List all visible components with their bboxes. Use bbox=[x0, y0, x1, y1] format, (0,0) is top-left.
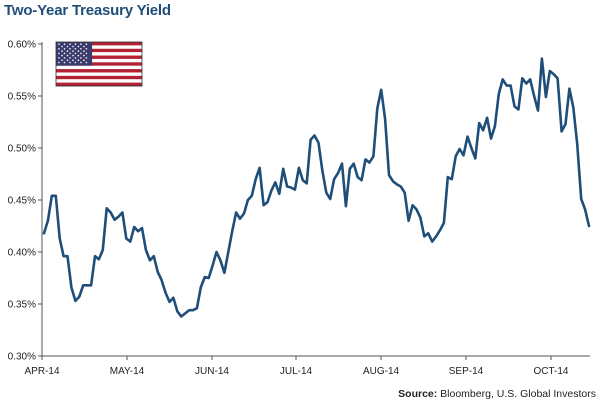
flag-star bbox=[83, 54, 85, 57]
flag-stripe bbox=[56, 82, 142, 87]
flag-star bbox=[63, 61, 66, 64]
flag-star bbox=[61, 50, 63, 52]
flag-stripe bbox=[56, 58, 142, 63]
y-tick-label: 0.45% bbox=[8, 196, 36, 207]
flag-star bbox=[74, 61, 77, 64]
flag-star bbox=[63, 43, 66, 45]
flag-star bbox=[69, 43, 71, 45]
us-flag-icon bbox=[55, 41, 143, 87]
x-tick-label: OCT-14 bbox=[533, 366, 568, 377]
flag-star bbox=[80, 48, 82, 50]
flag-star bbox=[69, 57, 71, 59]
flag-star bbox=[72, 54, 74, 57]
flag-star bbox=[83, 59, 85, 61]
flag-star bbox=[83, 45, 85, 48]
flag-star bbox=[85, 61, 88, 64]
chart-title: Two-Year Treasury Yield bbox=[4, 2, 171, 19]
flag-star bbox=[85, 48, 88, 50]
source-label: Source: bbox=[398, 388, 438, 400]
flag-star bbox=[61, 59, 63, 61]
y-tick-label: 0.35% bbox=[8, 300, 36, 311]
flag-star bbox=[74, 52, 77, 55]
flag-star bbox=[77, 45, 80, 48]
x-tick-label: JUN-14 bbox=[195, 366, 229, 377]
flag-stripe bbox=[56, 48, 142, 53]
flag-canton bbox=[56, 42, 93, 66]
flag-star bbox=[58, 57, 60, 59]
flag-star bbox=[66, 59, 69, 61]
flag-star bbox=[74, 48, 77, 50]
flag-star bbox=[85, 43, 88, 45]
y-tick-label: 0.30% bbox=[8, 352, 36, 363]
flag-stripe bbox=[56, 55, 142, 60]
flag-star bbox=[85, 52, 88, 55]
flag-star bbox=[80, 57, 82, 59]
flag-border bbox=[55, 41, 143, 87]
flag-star bbox=[72, 50, 74, 52]
flag-star bbox=[74, 43, 77, 45]
y-tick-label: 0.40% bbox=[8, 248, 36, 259]
flag-star bbox=[58, 43, 60, 45]
flag-star bbox=[77, 54, 80, 57]
flag-star bbox=[61, 45, 63, 48]
y-tick-label: 0.50% bbox=[8, 144, 36, 155]
flag-star bbox=[77, 59, 80, 61]
flag-star bbox=[72, 45, 74, 48]
series-line-two-year-yield bbox=[42, 57, 591, 318]
flag-stripe bbox=[56, 75, 142, 80]
flag-star bbox=[69, 52, 71, 55]
flag-star bbox=[58, 52, 60, 55]
flag-stripe bbox=[56, 52, 142, 56]
flag-stripe bbox=[56, 79, 142, 83]
flag-stripe bbox=[56, 72, 142, 77]
x-tick-label: AUG-14 bbox=[363, 366, 400, 377]
flag-star bbox=[66, 50, 69, 52]
y-axis: 0.60% 0.55% 0.50% 0.45% 0.40% 0.35% 0.30% bbox=[8, 40, 43, 363]
flag-star bbox=[58, 48, 60, 50]
flag-star bbox=[77, 50, 80, 52]
flag-stripe bbox=[56, 69, 142, 73]
source-note: Source: Bloomberg, U.S. Global Investors bbox=[398, 388, 596, 400]
flag-star bbox=[58, 61, 60, 64]
flag-stripe bbox=[56, 65, 142, 70]
x-tick-label: SEP-14 bbox=[449, 366, 484, 377]
y-tick-label: 0.55% bbox=[8, 92, 36, 103]
source-text: Bloomberg, U.S. Global Investors bbox=[440, 388, 596, 400]
flag-star bbox=[61, 54, 63, 57]
flag-star bbox=[66, 45, 69, 48]
x-axis: APR-14 MAY-14 JUN-14 JUL-14 AUG-14 SEP-14 OCT-… bbox=[24, 355, 590, 377]
flag-stripe bbox=[56, 45, 142, 49]
flag-star bbox=[69, 61, 71, 64]
x-tick-label: MAY-14 bbox=[110, 366, 145, 377]
flag-star bbox=[66, 54, 69, 57]
flag-star bbox=[85, 57, 88, 59]
flag-star bbox=[74, 57, 77, 59]
flag-star bbox=[83, 50, 85, 52]
flag-star bbox=[69, 48, 71, 50]
x-tick-label: JUL-14 bbox=[280, 366, 313, 377]
flag-stripe bbox=[56, 62, 142, 66]
flag-star bbox=[80, 52, 82, 55]
flag-star bbox=[63, 52, 66, 55]
flag-star bbox=[72, 59, 74, 61]
y-tick-label: 0.60% bbox=[8, 40, 36, 51]
flag-star bbox=[80, 61, 82, 64]
x-tick-label: APR-14 bbox=[24, 366, 59, 377]
flag-star bbox=[80, 43, 82, 45]
flag-star bbox=[63, 48, 66, 50]
flag-star bbox=[63, 57, 66, 59]
flag-stripe bbox=[56, 42, 142, 46]
